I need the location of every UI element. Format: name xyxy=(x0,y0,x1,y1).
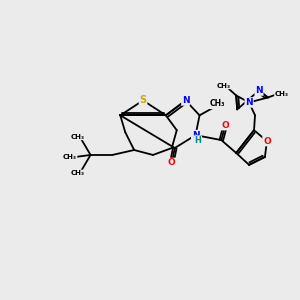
Text: CH₃: CH₃ xyxy=(71,170,85,176)
Text: CH₃: CH₃ xyxy=(210,99,225,108)
Text: H: H xyxy=(194,136,201,145)
Text: CH₃: CH₃ xyxy=(63,154,77,160)
Text: O: O xyxy=(168,158,176,167)
Text: N: N xyxy=(192,130,200,140)
Text: O: O xyxy=(221,121,229,130)
Text: N: N xyxy=(255,86,263,95)
Text: CH₃: CH₃ xyxy=(275,91,289,97)
Text: S: S xyxy=(140,95,147,106)
Text: N: N xyxy=(182,96,190,105)
Text: O: O xyxy=(263,136,271,146)
Text: N: N xyxy=(245,98,253,107)
Text: CH₃: CH₃ xyxy=(217,82,231,88)
Text: CH₃: CH₃ xyxy=(71,134,85,140)
